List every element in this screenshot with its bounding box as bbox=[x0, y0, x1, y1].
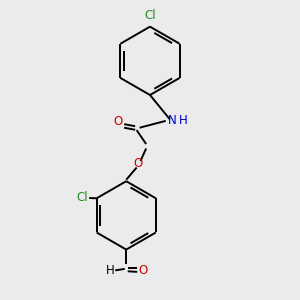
Text: H: H bbox=[106, 264, 114, 277]
Text: Cl: Cl bbox=[76, 191, 88, 204]
Text: O: O bbox=[138, 264, 147, 277]
Text: Cl: Cl bbox=[144, 9, 156, 22]
Text: N: N bbox=[168, 114, 177, 128]
Text: H: H bbox=[179, 114, 188, 128]
Text: O: O bbox=[133, 158, 142, 170]
Text: O: O bbox=[114, 115, 123, 128]
